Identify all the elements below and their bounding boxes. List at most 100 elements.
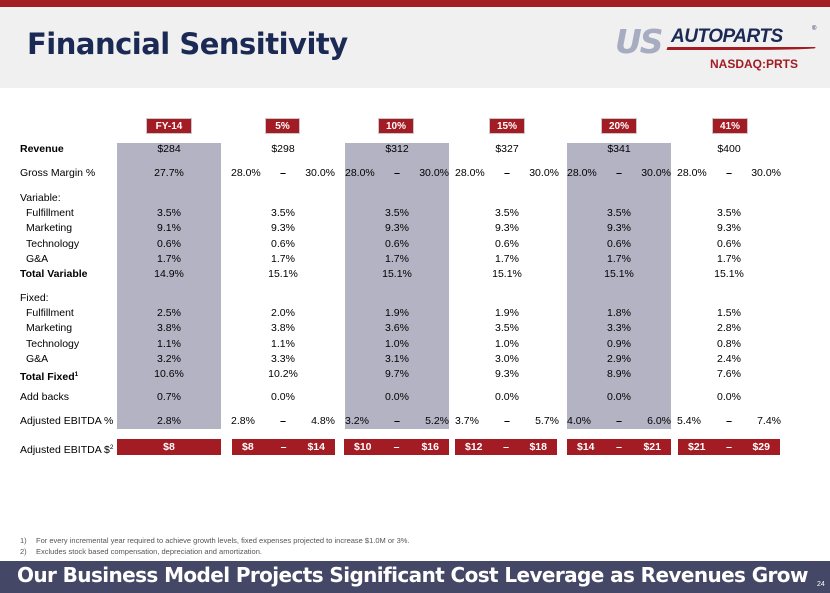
registered-mark-icon: ®: [812, 26, 817, 32]
range-low-value: 2.8%: [231, 415, 255, 427]
adj-ebitda-dollars-bar: $21 – $29: [678, 439, 780, 455]
fixed-ga-cell: 3.0%: [495, 353, 519, 365]
column-header-15pct: 15%: [489, 118, 525, 134]
gross-margin-cell: 27.7%: [154, 167, 184, 179]
variable-technology-cell: 0.6%: [607, 238, 631, 250]
range-low-value: $21: [688, 441, 706, 453]
fixed-ga-cell: 3.1%: [385, 353, 409, 365]
column-header-20pct: 20%: [601, 118, 637, 134]
variable-fulfillment-cell: 3.5%: [157, 207, 181, 219]
add-backs-cell: 0.7%: [157, 391, 181, 403]
section-label-variable: Variable:: [20, 192, 61, 204]
logo-autoparts-text: AUTOPARTS: [671, 26, 783, 47]
range-dash: –: [503, 441, 509, 453]
variable-fulfillment-cell: 3.5%: [717, 207, 741, 219]
fixed-marketing-cell: 3.8%: [271, 322, 295, 334]
range-dash: –: [393, 441, 400, 453]
adj-ebitda-dollars-value: $8: [163, 441, 175, 453]
range-dash: –: [280, 441, 287, 453]
range-low-value: 3.7%: [455, 415, 479, 427]
range-dash: –: [726, 441, 732, 453]
range-high-value: $14: [307, 441, 325, 453]
row-label-adj-ebitda-pct: Adjusted EBITDA %: [20, 415, 114, 427]
variable-ga-cell: 1.7%: [717, 253, 741, 265]
fixed-marketing-cell: 2.8%: [717, 322, 741, 334]
row-label-fixed-technology: Technology: [26, 338, 80, 350]
revenue-cell: $341: [607, 143, 631, 155]
adj-ebitda-dollars-bar: $8 – $14: [232, 439, 335, 455]
revenue-cell: $284: [157, 143, 181, 155]
range-low-value: 5.4%: [677, 415, 701, 427]
adj-ebitda-dollars-bar: $8: [117, 439, 221, 455]
variable-ga-cell: 1.7%: [271, 253, 295, 265]
total-fixed-cell: 9.3%: [495, 368, 519, 380]
variable-ga-cell: 1.7%: [385, 253, 409, 265]
range-low-value: 28.0%: [345, 167, 375, 179]
range-low-value: 28.0%: [231, 167, 261, 179]
adj-ebitda-dollars-text: Adjusted EBITDA $: [20, 444, 110, 456]
fixed-ga-cell: 3.2%: [157, 353, 181, 365]
row-label-total-fixed: Total Fixed1: [20, 368, 78, 384]
range-low-value: $10: [354, 441, 372, 453]
adj-ebitda-dollars-bar: $14 – $21: [567, 439, 671, 455]
fixed-fulfillment-cell: 2.5%: [157, 307, 181, 319]
range-low-value: 28.0%: [567, 167, 597, 179]
total-fixed-cell: 10.2%: [268, 368, 298, 380]
logo-swoosh: [666, 47, 816, 50]
variable-technology-cell: 0.6%: [495, 238, 519, 250]
range-low-value: 4.0%: [567, 415, 591, 427]
page-title: Financial Sensitivity: [27, 27, 348, 61]
range-low-value: 28.0%: [455, 167, 485, 179]
variable-ga-cell: 1.7%: [607, 253, 631, 265]
fixed-ga-cell: 2.9%: [607, 353, 631, 365]
variable-marketing-cell: 9.3%: [385, 222, 409, 234]
row-label-fixed-marketing: Marketing: [26, 322, 73, 334]
range-high-value: 6.0%: [647, 415, 671, 427]
fixed-technology-cell: 0.9%: [607, 338, 631, 350]
variable-ga-cell: 1.7%: [495, 253, 519, 265]
fixed-marketing-cell: 3.5%: [495, 322, 519, 334]
adj-ebitda-dollars-bar: $12 – $18: [455, 439, 557, 455]
row-label-add-backs: Add backs: [20, 391, 70, 403]
fixed-ga-cell: 2.4%: [717, 353, 741, 365]
range-dash: –: [726, 167, 732, 179]
range-high-value: $29: [752, 441, 770, 453]
total-fixed-cell: 10.6%: [154, 368, 184, 380]
fixed-fulfillment-cell: 1.9%: [385, 307, 409, 319]
range-high-value: 5.7%: [535, 415, 559, 427]
total-variable-cell: 15.1%: [714, 268, 744, 280]
range-dash: –: [504, 167, 510, 179]
variable-technology-cell: 0.6%: [385, 238, 409, 250]
fixed-marketing-cell: 3.3%: [607, 322, 631, 334]
footnote-2: 2) Excludes stock based compensation, dep…: [20, 547, 262, 556]
logo-us-text: US: [615, 22, 664, 61]
range-high-value: $16: [421, 441, 439, 453]
slide-tagline: Our Business Model Projects Significant …: [17, 563, 808, 587]
variable-marketing-cell: 9.3%: [271, 222, 295, 234]
range-dash: –: [394, 167, 400, 179]
fixed-marketing-cell: 3.6%: [385, 322, 409, 334]
range-high-value: 7.4%: [757, 415, 781, 427]
variable-ga-cell: 1.7%: [157, 253, 181, 265]
total-fixed-cell: 7.6%: [717, 368, 741, 380]
total-variable-cell: 15.1%: [382, 268, 412, 280]
fixed-fulfillment-cell: 1.5%: [717, 307, 741, 319]
variable-technology-cell: 0.6%: [717, 238, 741, 250]
add-backs-cell: 0.0%: [271, 391, 295, 403]
range-dash: –: [616, 415, 622, 427]
top-accent-stripe: [0, 0, 830, 7]
footnote-ref-1: 1: [74, 371, 79, 378]
section-label-fixed: Fixed:: [20, 292, 49, 304]
fixed-fulfillment-cell: 1.8%: [607, 307, 631, 319]
range-low-value: $14: [577, 441, 595, 453]
range-low-value: 28.0%: [677, 167, 707, 179]
range-high-value: 30.0%: [305, 167, 335, 179]
stock-ticker: NASDAQ:PRTS: [710, 57, 799, 71]
range-high-value: $21: [643, 441, 661, 453]
total-fixed-cell: 8.9%: [607, 368, 631, 380]
variable-technology-cell: 0.6%: [157, 238, 181, 250]
variable-marketing-cell: 9.3%: [607, 222, 631, 234]
page-number: 24: [817, 581, 825, 588]
range-high-value: 30.0%: [529, 167, 559, 179]
total-variable-cell: 15.1%: [604, 268, 634, 280]
